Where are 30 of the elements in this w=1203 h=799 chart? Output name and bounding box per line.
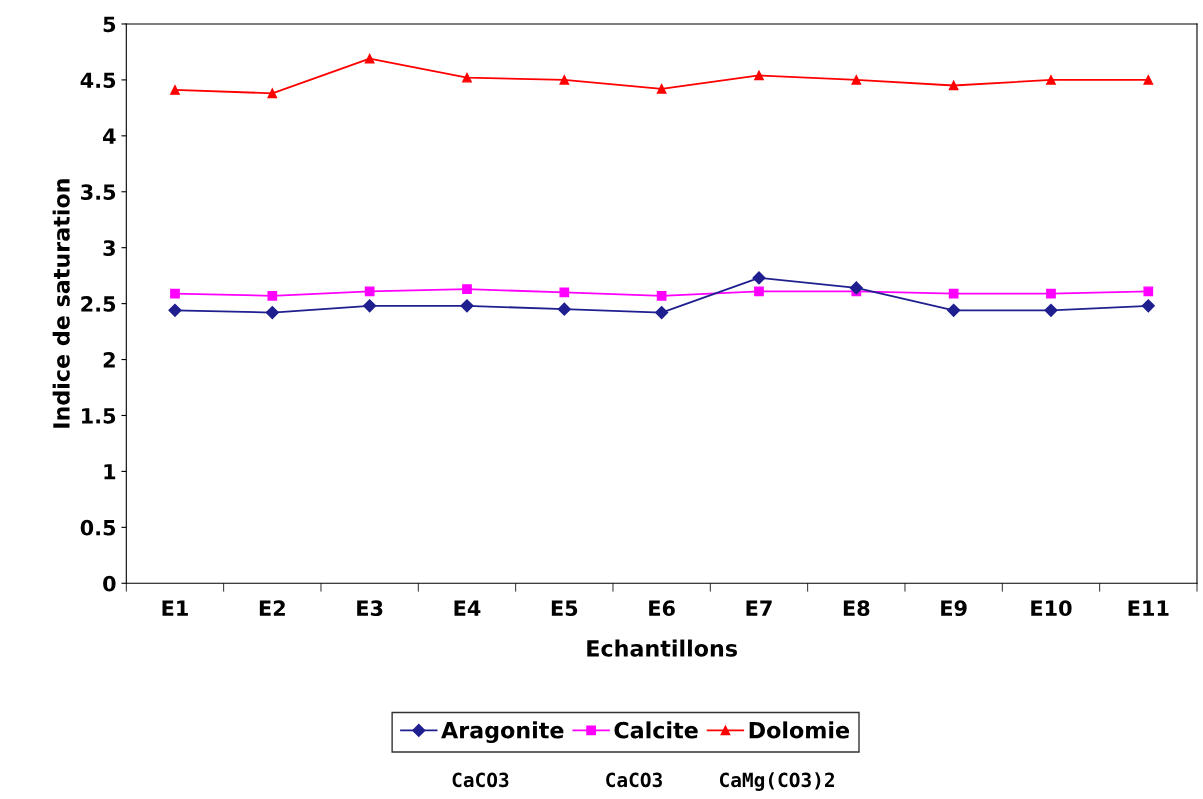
x-tick-label: E1 bbox=[162, 600, 188, 616]
y-tick-label: 3 bbox=[103, 240, 115, 256]
x-tick-label: E2 bbox=[259, 600, 285, 616]
legend-label: Calcite bbox=[614, 721, 698, 739]
y-tick-label: 2 bbox=[103, 352, 115, 368]
y-tick-label: 2.5 bbox=[81, 296, 116, 312]
x-tick-label: E7 bbox=[746, 600, 772, 616]
x-axis-title: Echantillons bbox=[587, 639, 737, 657]
y-tick-label: 0 bbox=[103, 575, 116, 592]
x-tick-label: E4 bbox=[454, 600, 481, 616]
x-tick-label: E6 bbox=[649, 600, 675, 617]
y-tick-label: 1 bbox=[104, 464, 116, 480]
y-tick-label: 0.5 bbox=[80, 519, 116, 536]
x-tick-label: E8 bbox=[843, 600, 870, 617]
text: CaCO3 bbox=[452, 772, 509, 788]
y-tick-label: 4.5 bbox=[80, 72, 116, 89]
x-tick-label: E10 bbox=[1031, 600, 1072, 617]
y-tick-label: 3.5 bbox=[81, 184, 116, 200]
text: CaCO3 bbox=[606, 772, 662, 788]
y-axis-title: Indice de saturation bbox=[52, 179, 70, 428]
legend-label: Aragonite bbox=[441, 721, 564, 744]
y-tick-label: 4 bbox=[103, 128, 116, 144]
x-tick-label: E5 bbox=[551, 600, 578, 617]
y-tick-label: 1.5 bbox=[82, 408, 116, 424]
x-tick-label: E9 bbox=[941, 600, 967, 617]
x-tick-label: E3 bbox=[357, 600, 383, 617]
legend-label: Dolomie bbox=[749, 721, 850, 739]
y-tick-label: 5 bbox=[103, 16, 116, 33]
text: CaMg(CO3)2 bbox=[719, 772, 834, 791]
x-tick-label: E11 bbox=[1128, 600, 1169, 616]
